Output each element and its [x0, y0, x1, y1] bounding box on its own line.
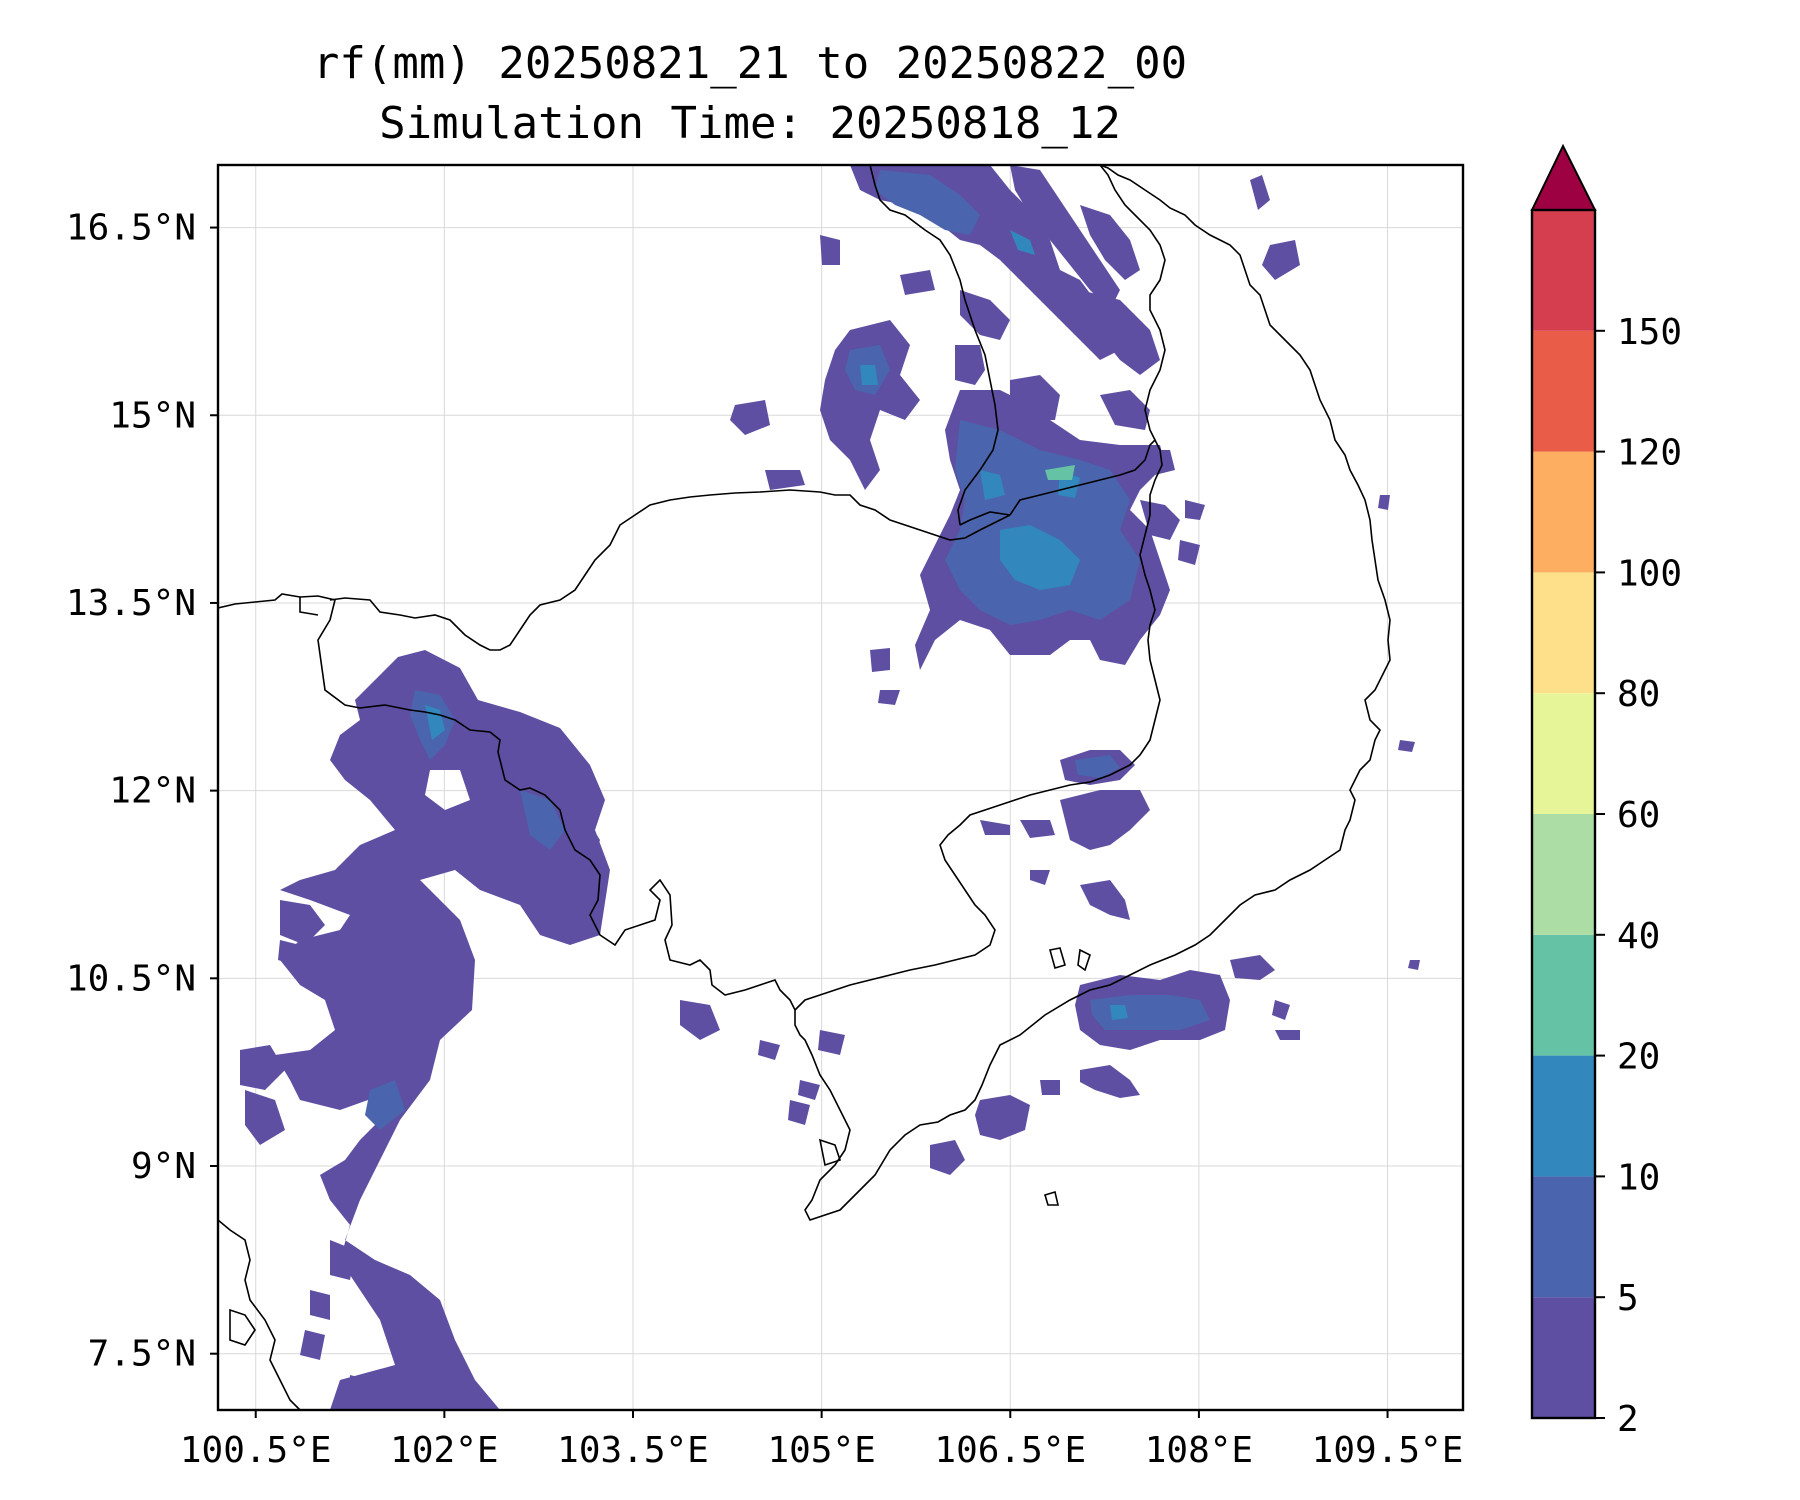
- colorbar-tick-label: 80: [1617, 674, 1660, 715]
- colorbar: 2 5 10 20 40 60 80 100 120 150: [1530, 143, 1682, 1440]
- colorbar-tick-label: 100: [1617, 553, 1682, 594]
- rain-area-central-laos: [850, 165, 1120, 360]
- border-laos-vietnam: [1099, 165, 1166, 441]
- x-tick-label: 105°E: [767, 1430, 875, 1471]
- rainfall-fields: [240, 165, 1420, 1410]
- colorbar-tick-label: 120: [1617, 433, 1682, 474]
- colorbar-tick-label: 20: [1617, 1037, 1660, 1078]
- border-laos-cambodia: [959, 511, 1011, 526]
- colorbar-segment: [1532, 814, 1595, 935]
- colorbar-tick-label: 10: [1617, 1157, 1660, 1198]
- y-tick-label: 16.5°N: [66, 208, 196, 249]
- x-tick-label: 100.5°E: [180, 1430, 332, 1471]
- colorbar-tick-label: 150: [1617, 312, 1682, 353]
- border-thai-laos: [869, 165, 999, 526]
- colorbar-segment: [1532, 210, 1595, 331]
- x-tick-label: 109.5°E: [1312, 1430, 1464, 1471]
- colorbar-tick-label: 5: [1617, 1278, 1639, 1319]
- colorbar-segment: [1532, 572, 1595, 694]
- map-title-line2: Simulation Time: 20250818_12: [379, 98, 1121, 149]
- rain-area-savannakhet: [820, 320, 920, 490]
- y-tick-label: 10.5°N: [66, 958, 196, 999]
- x-tick-label: 102°E: [390, 1430, 498, 1471]
- y-axis-ticks: 16.5°N 15°N 13.5°N 12°N 10.5°N 9°N 7.5°N: [66, 208, 218, 1375]
- colorbar-tick-label: 2: [1617, 1399, 1639, 1440]
- rain-area-kampot: [680, 1000, 720, 1040]
- y-tick-label: 9°N: [131, 1146, 196, 1187]
- colorbar-tick-label: 40: [1617, 916, 1660, 957]
- border-cambodia-vietnam: [794, 438, 1163, 1011]
- colorbar-segment: [1532, 1055, 1595, 1177]
- colorbar-segment: [1532, 934, 1595, 1056]
- coastlines-and-borders: [218, 165, 1391, 1410]
- colorbar-segment: [1532, 693, 1595, 814]
- map-title-line1: rf(mm) 20250821_21 to 20250822_00: [312, 38, 1188, 89]
- y-tick-label: 15°N: [109, 395, 196, 436]
- border-thai-cambodia: [329, 489, 1011, 651]
- y-tick-label: 7.5°N: [88, 1334, 196, 1375]
- y-tick-label: 13.5°N: [66, 583, 196, 624]
- colorbar-segment: [1532, 1176, 1595, 1298]
- map-frame: [216, 163, 1465, 1412]
- x-tick-label: 106.5°E: [934, 1430, 1086, 1471]
- x-tick-label: 103.5°E: [557, 1430, 709, 1471]
- colorbar-segment: [1532, 451, 1595, 573]
- x-tick-label: 108°E: [1145, 1430, 1253, 1471]
- colorbar-segment: [1532, 330, 1595, 452]
- coastline-gulf-of-thailand: [218, 165, 1391, 1221]
- map-area: [216, 163, 1465, 1412]
- colorbar-tick-label: 60: [1617, 795, 1660, 836]
- colorbar-extend-triangle: [1530, 143, 1597, 211]
- x-axis-ticks: 100.5°E 102°E 103.5°E 105°E 106.5°E 108°E 109.…: [180, 1410, 1464, 1471]
- colorbar-segment: [1532, 1297, 1595, 1418]
- y-tick-label: 12°N: [109, 771, 196, 812]
